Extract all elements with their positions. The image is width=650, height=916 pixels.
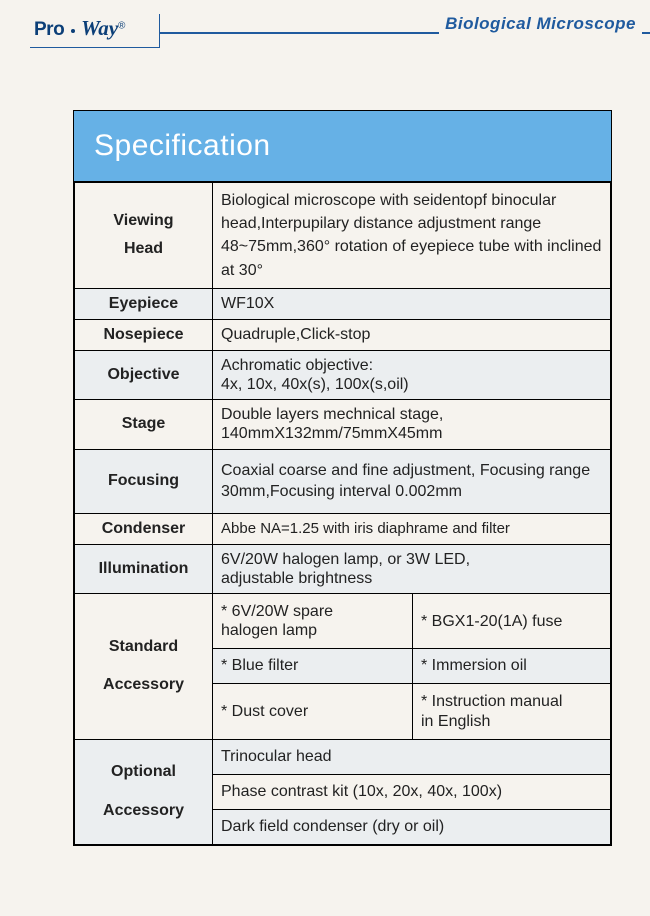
spec-container: Specification Viewing Head Biological mi… <box>73 110 612 846</box>
label-condenser: Condenser <box>75 513 213 544</box>
label-optional-accessory: Optional Accessory <box>75 739 213 844</box>
label-nosepiece: Nosepiece <box>75 319 213 350</box>
value-illumination-l2: adjustable brightness <box>221 569 602 588</box>
label-focusing: Focusing <box>75 449 213 513</box>
opt-acc-1: Trinocular head <box>213 739 611 774</box>
brand-logo: Pro Way® <box>30 14 160 48</box>
value-stage-l1: Double layers mechnical stage, <box>221 405 602 424</box>
row-eyepiece: Eyepiece WF10X <box>75 288 611 319</box>
opt-acc-2: Phase contrast kit (10x, 20x, 40x, 100x) <box>213 774 611 809</box>
std-acc-1-right: * BGX1-20(1A) fuse <box>413 594 611 649</box>
value-stage-l2: 140mmX132mm/75mmX45mm <box>221 424 602 443</box>
value-objective-l2: 4x, 10x, 40x(s), 100x(s,oil) <box>221 375 602 394</box>
label-std-acc-l2: Accessory <box>83 666 204 704</box>
row-illumination: Illumination 6V/20W halogen lamp, or 3W … <box>75 544 611 593</box>
row-standard-accessory-1: Standard Accessory * 6V/20W spare haloge… <box>75 594 611 649</box>
registered-icon: ® <box>118 21 125 32</box>
label-opt-acc-l2: Accessory <box>83 792 204 830</box>
spec-table: Viewing Head Biological microscope with … <box>74 182 611 845</box>
value-eyepiece: WF10X <box>213 288 611 319</box>
label-stage: Stage <box>75 400 213 449</box>
value-illumination-l1: 6V/20W halogen lamp, or 3W LED, <box>221 550 602 569</box>
page-header: Pro Way® Biological Microscope <box>0 0 650 60</box>
row-optional-accessory-1: Optional Accessory Trinocular head <box>75 739 611 774</box>
std-acc-1-left: * 6V/20W spare halogen lamp <box>213 594 413 649</box>
label-viewing-head-l2: Head <box>83 235 204 264</box>
value-objective: Achromatic objective: 4x, 10x, 40x(s), 1… <box>213 350 611 399</box>
page-title: Biological Microscope <box>439 14 642 34</box>
brand-dot-icon <box>71 29 75 33</box>
label-illumination: Illumination <box>75 544 213 593</box>
value-objective-l1: Achromatic objective: <box>221 356 602 375</box>
label-opt-acc-l1: Optional <box>83 753 204 791</box>
value-stage: Double layers mechnical stage, 140mmX132… <box>213 400 611 449</box>
label-viewing-head: Viewing Head <box>75 183 213 289</box>
value-focusing: Coaxial coarse and fine adjustment, Focu… <box>213 449 611 513</box>
label-viewing-head-l1: Viewing <box>83 207 204 236</box>
label-objective: Objective <box>75 350 213 399</box>
std-acc-3-right: * Instruction manual in English <box>413 684 611 739</box>
row-condenser: Condenser Abbe NA=1.25 with iris diaphra… <box>75 513 611 544</box>
label-standard-accessory: Standard Accessory <box>75 594 213 740</box>
brand-pro: Pro <box>34 19 64 41</box>
std-acc-2-left: * Blue filter <box>213 649 413 684</box>
value-nosepiece: Quadruple,Click-stop <box>213 319 611 350</box>
spec-title: Specification <box>74 111 611 182</box>
value-condenser: Abbe NA=1.25 with iris diaphrame and fil… <box>213 513 611 544</box>
std-acc-3-left: * Dust cover <box>213 684 413 739</box>
value-viewing-head: Biological microscope with seidentopf bi… <box>213 183 611 289</box>
row-stage: Stage Double layers mechnical stage, 140… <box>75 400 611 449</box>
row-viewing-head: Viewing Head Biological microscope with … <box>75 183 611 289</box>
row-focusing: Focusing Coaxial coarse and fine adjustm… <box>75 449 611 513</box>
row-nosepiece: Nosepiece Quadruple,Click-stop <box>75 319 611 350</box>
label-eyepiece: Eyepiece <box>75 288 213 319</box>
opt-acc-3: Dark field condenser (dry or oil) <box>213 809 611 844</box>
value-illumination: 6V/20W halogen lamp, or 3W LED, adjustab… <box>213 544 611 593</box>
std-acc-2-right: * Immersion oil <box>413 649 611 684</box>
label-std-acc-l1: Standard <box>83 628 204 666</box>
brand-way: Way <box>81 16 118 40</box>
row-objective: Objective Achromatic objective: 4x, 10x,… <box>75 350 611 399</box>
